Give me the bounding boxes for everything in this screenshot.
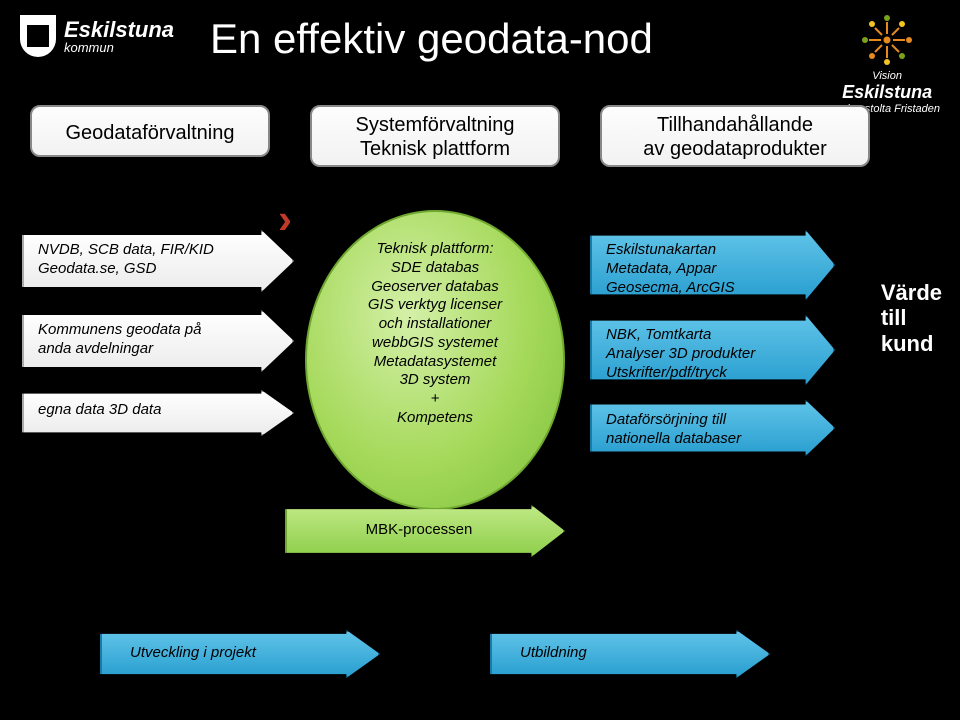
- top-box-3-l2: av geodataprodukter: [643, 138, 826, 160]
- oval-l6: webbGIS systemet: [329, 334, 541, 353]
- output-1-l2: Metadata, Appar: [606, 260, 716, 277]
- value-l3: kund: [881, 331, 942, 356]
- output-2-l1: NBK, Tomtkarta: [606, 326, 711, 343]
- star-icon: [857, 10, 917, 70]
- output-1-l3: Geosecma, ArcGIS: [606, 279, 735, 296]
- top-box-system: Systemförvaltning Teknisk plattform: [310, 105, 560, 167]
- crest-icon: [20, 15, 56, 57]
- input-2-l1: Kommunens geodata på: [38, 321, 201, 338]
- input-1-l1: NVDB, SCB data, FIR/KID: [38, 241, 214, 258]
- mbk-label: MBK-processen: [366, 521, 473, 538]
- top-box-3-l1: Tillhandahållande: [657, 114, 813, 136]
- output-arrow-3: Dataförsörjning till nationella database…: [590, 400, 835, 456]
- top-box-1-text: Geodataförvaltning: [65, 122, 234, 144]
- output-2-l2: Analyser 3D produkter: [606, 345, 755, 362]
- top-box-delivery: Tillhandahållande av geodataprodukter: [600, 105, 870, 167]
- input-3: egna data 3D data: [38, 401, 161, 418]
- oval-l7: Metadatasystemet: [329, 353, 541, 372]
- top-box-2-l2: Teknisk plattform: [360, 138, 510, 160]
- platform-oval: Teknisk plattform: SDE databas Geoserver…: [305, 210, 565, 510]
- oval-l2: SDE databas: [329, 259, 541, 278]
- oval-l3: Geoserver databas: [329, 278, 541, 297]
- oval-l1: Teknisk plattform:: [329, 240, 541, 259]
- output-3-l1: Dataförsörjning till: [606, 411, 726, 428]
- slide-title: En effektiv geodata-nod: [210, 15, 653, 63]
- value-l1: Värde: [881, 280, 942, 305]
- top-box-2-l1: Systemförvaltning: [356, 114, 515, 136]
- value-l2: till: [881, 305, 942, 330]
- input-2-l2: anda avdelningar: [38, 340, 153, 357]
- oval-l4: GIS verktyg licenser: [329, 296, 541, 315]
- input-1-l2: Geodata.se, GSD: [38, 260, 156, 277]
- vision-line1: Vision: [834, 70, 940, 82]
- dev-label: Utveckling i projekt: [130, 644, 256, 661]
- oval-l10: Kompetens: [329, 409, 541, 428]
- oval-l9: +: [329, 390, 541, 409]
- input-arrow-2: Kommunens geodata på anda avdelningar: [22, 310, 294, 372]
- oval-l5: och installationer: [329, 315, 541, 334]
- output-2-l3: Utskrifter/pdf/tryck: [606, 364, 727, 381]
- input-arrow-3: egna data 3D data: [22, 390, 294, 436]
- municipality-logo: Eskilstuna kommun: [20, 15, 174, 57]
- education-arrow: Utbildning: [490, 630, 770, 678]
- output-arrow-1: Eskilstunakartan Metadata, Appar Geosecm…: [590, 230, 835, 300]
- development-arrow: Utveckling i projekt: [100, 630, 380, 678]
- value-to-customer: Värde till kund: [881, 280, 942, 356]
- input-arrow-1: NVDB, SCB data, FIR/KID Geodata.se, GSD: [22, 230, 294, 292]
- output-3-l2: nationella databaser: [606, 430, 741, 447]
- vision-line2: Eskilstuna: [834, 82, 940, 103]
- mbk-process-arrow: MBK-processen: [285, 505, 565, 557]
- output-arrow-2: NBK, Tomtkarta Analyser 3D produkter Uts…: [590, 315, 835, 385]
- top-box-geodata: Geodataförvaltning: [30, 105, 270, 157]
- edu-label: Utbildning: [520, 644, 587, 661]
- oval-l8: 3D system: [329, 371, 541, 390]
- vision-logo: Vision Eskilstuna – den stolta Fristaden: [834, 10, 940, 115]
- output-1-l1: Eskilstunakartan: [606, 241, 716, 258]
